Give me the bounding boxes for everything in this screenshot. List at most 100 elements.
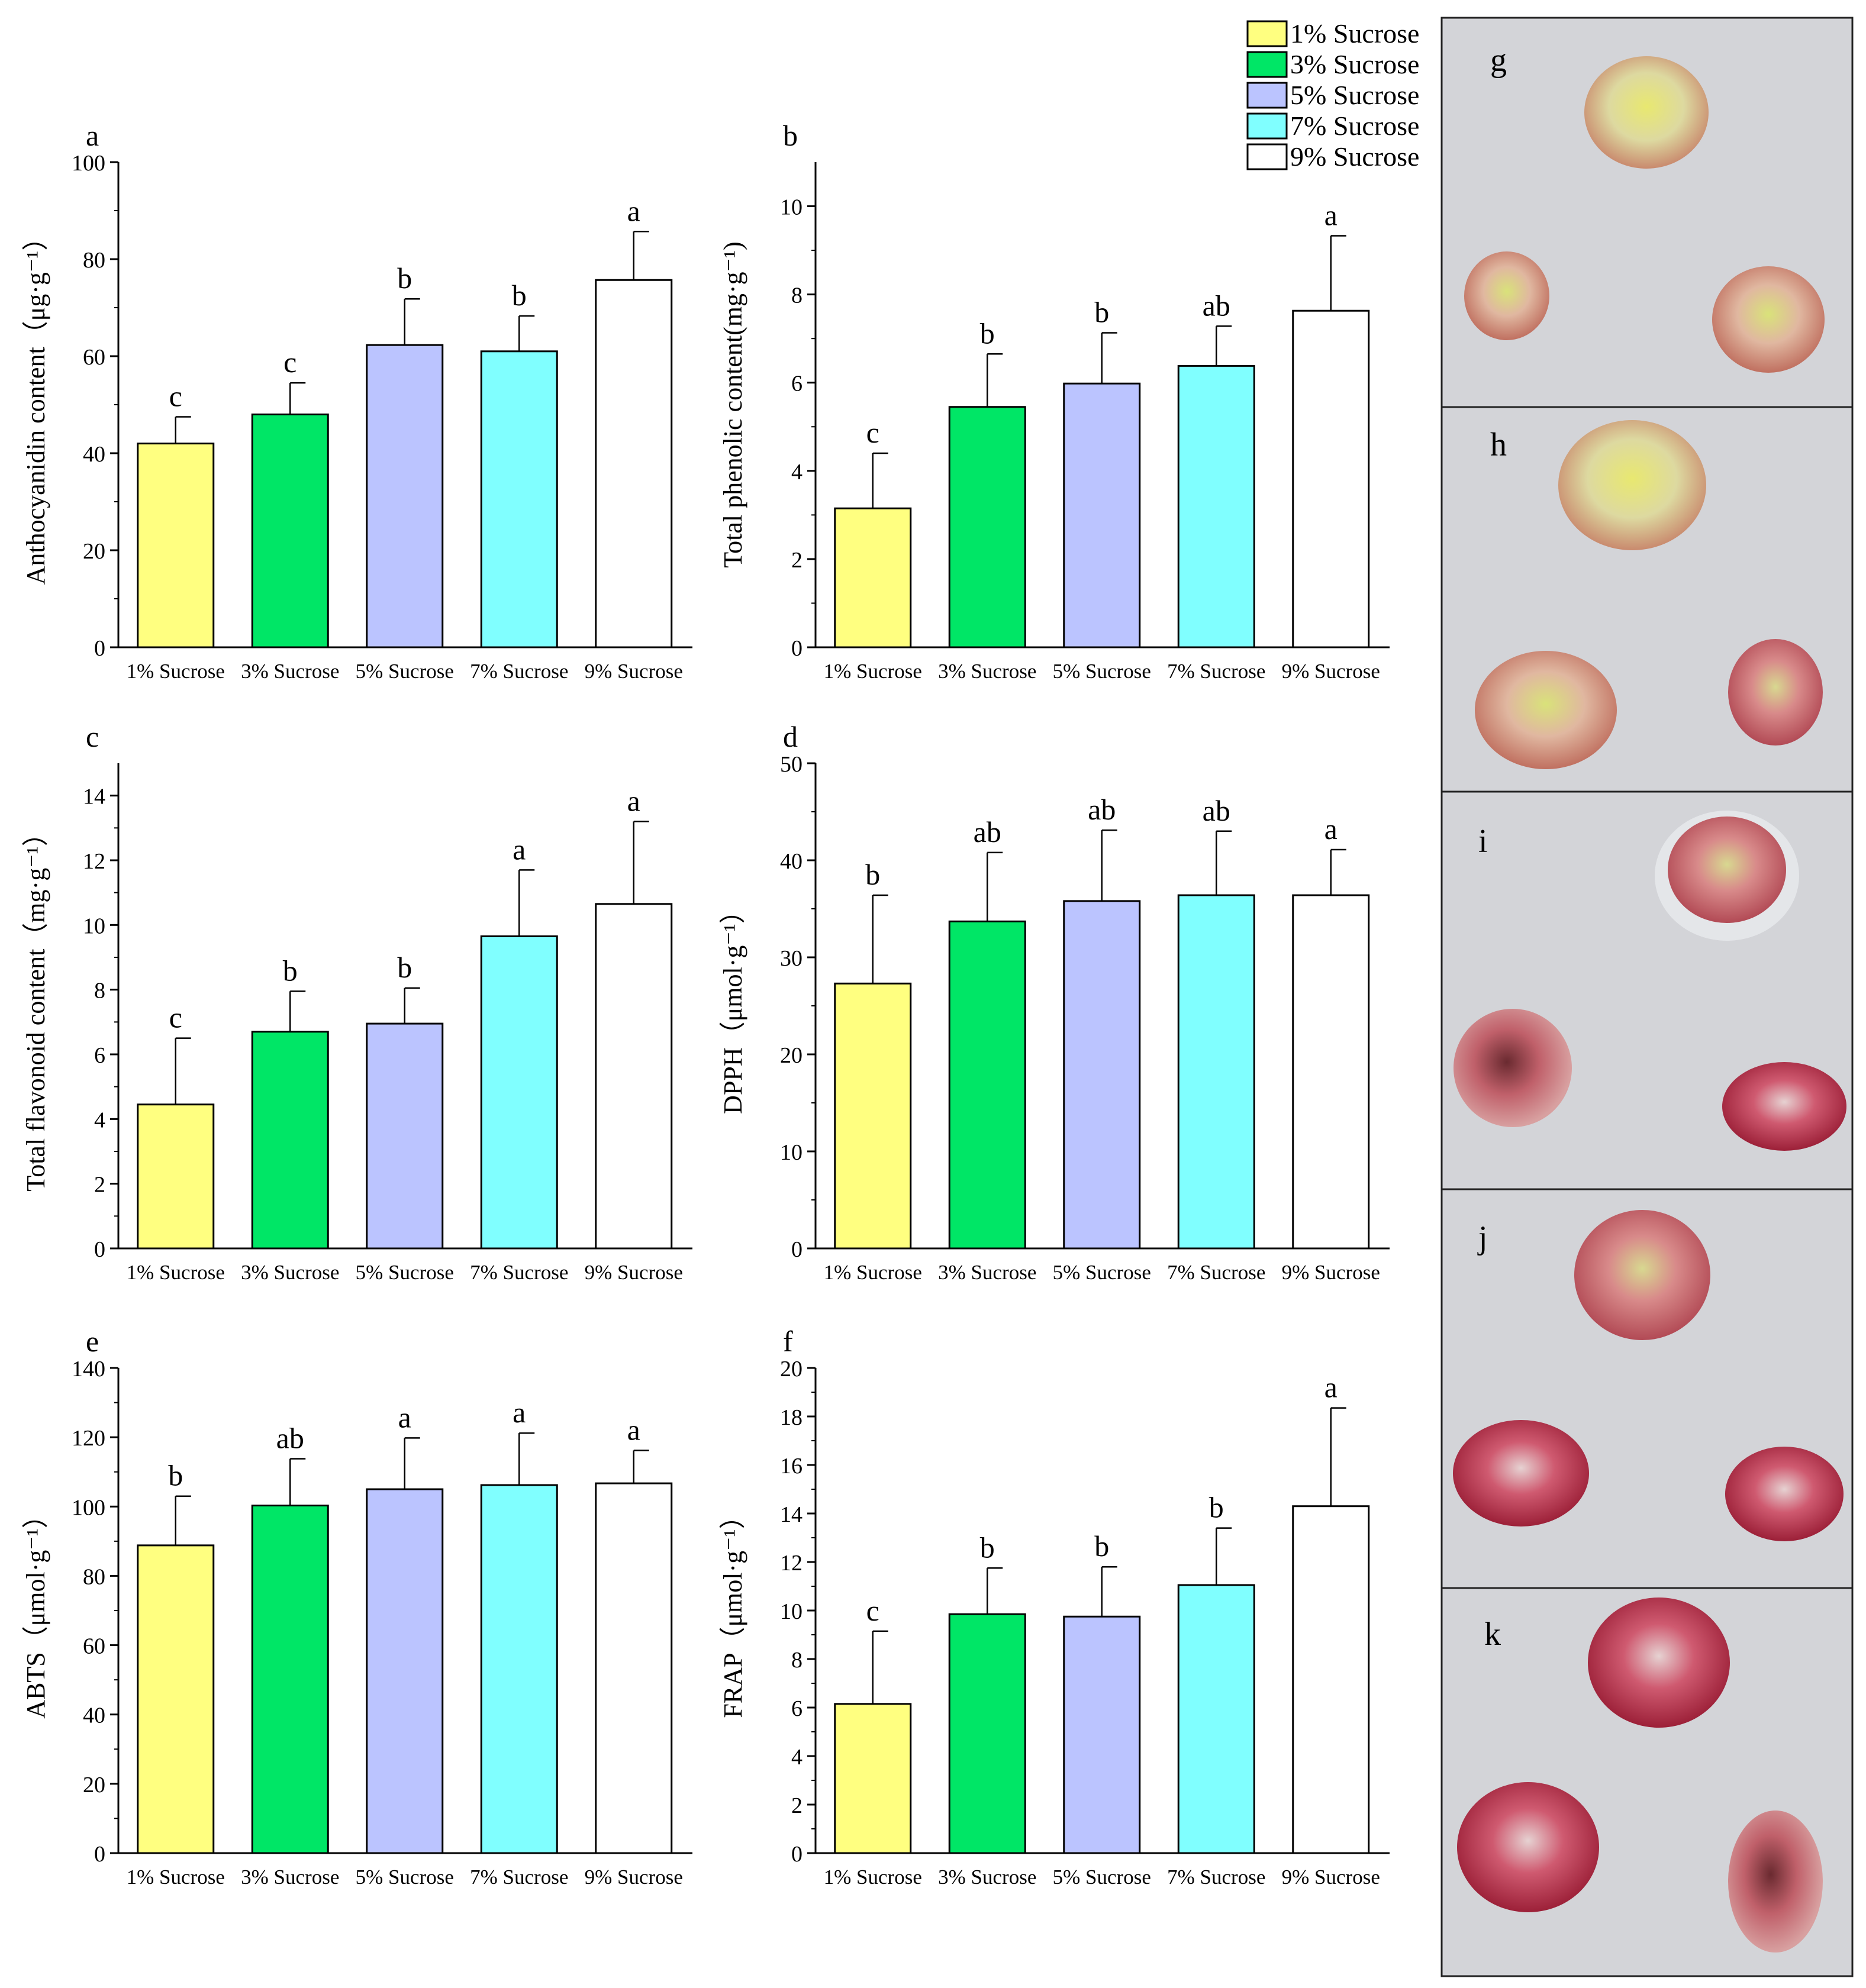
y-tick-label: 20: [83, 1773, 105, 1797]
x-tick-label: 3% Sucrose: [241, 1866, 339, 1889]
bar: [834, 1703, 912, 1854]
y-tick-label: 80: [83, 1564, 105, 1589]
significance-letter: a: [627, 194, 640, 227]
significance-letter: ab: [974, 815, 1001, 848]
y-tick-label: 8: [791, 1648, 803, 1673]
bar: [1292, 309, 1370, 648]
significance-letter: a: [398, 1400, 411, 1434]
bar: [1177, 1584, 1255, 1854]
callus-photo-icon: [1453, 1210, 1844, 1541]
significance-letter: b: [1209, 1491, 1224, 1524]
panel-label: b: [783, 119, 798, 152]
x-tick-label: 9% Sucrose: [585, 1866, 683, 1889]
panel-label: e: [86, 1325, 99, 1358]
y-tick-label: 8: [791, 283, 803, 308]
significance-letter: ab: [1203, 289, 1230, 322]
y-tick-label: 6: [791, 372, 803, 396]
y-tick-label: 40: [83, 1703, 105, 1728]
bar: [137, 1103, 215, 1250]
y-tick-label: 10: [780, 195, 803, 220]
x-tick-label: 5% Sucrose: [356, 1866, 454, 1889]
y-axis-title: DPPH（μmol·g⁻¹）: [718, 898, 747, 1114]
significance-letter: c: [169, 1001, 182, 1034]
x-tick-label: 5% Sucrose: [356, 660, 454, 683]
bar: [595, 279, 673, 648]
legend-label: 3% Sucrose: [1290, 49, 1419, 79]
legend-label: 7% Sucrose: [1290, 111, 1419, 141]
significance-letter: b: [397, 951, 412, 984]
x-tick-label: 1% Sucrose: [824, 1866, 922, 1889]
y-tick-label: 0: [94, 1842, 105, 1867]
significance-letter: b: [283, 954, 298, 987]
significance-letter: b: [980, 317, 995, 350]
significance-letter: c: [866, 416, 879, 449]
y-tick-label: 140: [72, 1357, 105, 1382]
y-tick-label: 0: [791, 636, 803, 661]
x-tick-label: 9% Sucrose: [585, 1261, 683, 1284]
bar: [251, 413, 329, 648]
bar: [137, 1544, 215, 1854]
bar: [1292, 1505, 1370, 1854]
panel-label: d: [783, 720, 798, 753]
photo-panel-k: k: [1440, 1587, 1854, 1977]
y-tick-label: 80: [83, 248, 105, 273]
y-tick-label: 2: [791, 548, 803, 573]
photo-label: h: [1490, 427, 1507, 463]
bar: [948, 406, 1026, 648]
x-tick-label: 5% Sucrose: [1053, 1866, 1151, 1889]
x-tick-label: 3% Sucrose: [938, 660, 1036, 683]
photo-panel-h: h: [1440, 406, 1854, 793]
callus-photo-icon: [1454, 811, 1846, 1151]
y-tick-label: 20: [780, 1357, 803, 1382]
x-tick-label: 9% Sucrose: [1282, 660, 1380, 683]
bar: [834, 982, 912, 1250]
bar: [595, 903, 673, 1250]
photo-label: k: [1484, 1616, 1501, 1653]
bar: [366, 1022, 444, 1250]
significance-letter: a: [1324, 198, 1338, 231]
significance-letter: a: [1324, 1371, 1338, 1404]
y-tick-label: 6: [94, 1043, 105, 1068]
bar: [366, 344, 444, 648]
significance-letter: b: [1094, 1529, 1109, 1563]
legend-swatch: [1246, 82, 1288, 109]
significance-letter: c: [169, 380, 182, 413]
y-tick-label: 10: [780, 1140, 803, 1165]
significance-letter: a: [627, 1413, 640, 1446]
x-tick-label: 1% Sucrose: [127, 1261, 225, 1284]
y-tick-label: 2: [94, 1173, 105, 1198]
significance-letter: b: [865, 858, 880, 891]
bar: [834, 507, 912, 648]
y-tick-label: 4: [791, 1745, 803, 1770]
bar: [948, 1613, 1026, 1854]
y-tick-label: 18: [780, 1405, 803, 1430]
y-tick-label: 40: [83, 442, 105, 467]
x-tick-label: 1% Sucrose: [127, 660, 225, 683]
x-tick-label: 3% Sucrose: [938, 1261, 1036, 1284]
legend-label: 9% Sucrose: [1290, 141, 1419, 172]
photo-panel-j: j: [1440, 1188, 1854, 1589]
significance-letter: c: [283, 346, 297, 379]
y-tick-label: 6: [791, 1696, 803, 1721]
bar: [251, 1031, 329, 1250]
x-tick-label: 7% Sucrose: [1167, 660, 1265, 683]
y-tick-label: 4: [791, 460, 803, 485]
significance-letter: a: [627, 784, 640, 817]
y-tick-label: 0: [94, 636, 105, 661]
photo-label: i: [1478, 823, 1488, 860]
y-tick-label: 14: [780, 1502, 803, 1527]
y-tick-label: 0: [791, 1842, 803, 1867]
bar: [366, 1488, 444, 1854]
y-tick-label: 10: [83, 914, 105, 938]
x-tick-label: 3% Sucrose: [241, 1261, 339, 1284]
bar: [480, 935, 558, 1250]
x-tick-label: 7% Sucrose: [1167, 1261, 1265, 1284]
x-tick-label: 7% Sucrose: [470, 660, 568, 683]
chart-panel-e: e 0 20 40 60 80 100 120 140 ABTS（μmol·g⁻¹） b 1% Suc…: [21, 1325, 692, 1889]
y-tick-label: 12: [780, 1551, 803, 1576]
legend-swatch: [1246, 20, 1288, 47]
x-tick-label: 1% Sucrose: [127, 1866, 225, 1889]
x-tick-label: 3% Sucrose: [241, 660, 339, 683]
bar: [480, 350, 558, 648]
